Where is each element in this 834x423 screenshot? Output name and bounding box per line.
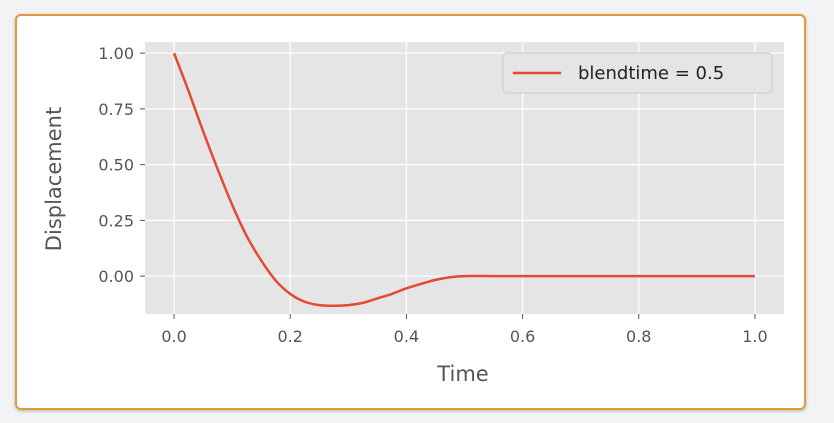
legend-box [502, 52, 773, 94]
x-tick-label: 0.2 [278, 327, 303, 346]
y-tick-label: 1.00 [98, 44, 134, 63]
series-line [172, 52, 755, 307]
y-axis: 0.00 0.25 0.50 0.75 1.00 [98, 44, 145, 286]
x-tick-label: 1.0 [742, 327, 767, 346]
x-axis-label: Time [436, 362, 488, 386]
y-tick-label: 0.75 [98, 100, 134, 119]
y-tick-label: 0.50 [98, 156, 134, 175]
legend: blendtime = 0.5 [502, 52, 773, 94]
x-tick-label: 0.0 [161, 327, 186, 346]
x-axis: 0.0 0.2 0.4 0.6 0.8 1.0 [161, 314, 768, 346]
y-tick-label: 0.00 [98, 267, 134, 286]
y-axis-label: Displacement [42, 107, 66, 251]
x-tick-label: 0.4 [394, 327, 419, 346]
x-tick-label: 0.6 [510, 327, 535, 346]
series-lines [172, 52, 755, 307]
legend-label: blendtime = 0.5 [578, 63, 724, 84]
x-tick-label: 0.8 [626, 327, 651, 346]
y-tick-label: 0.25 [98, 211, 134, 230]
